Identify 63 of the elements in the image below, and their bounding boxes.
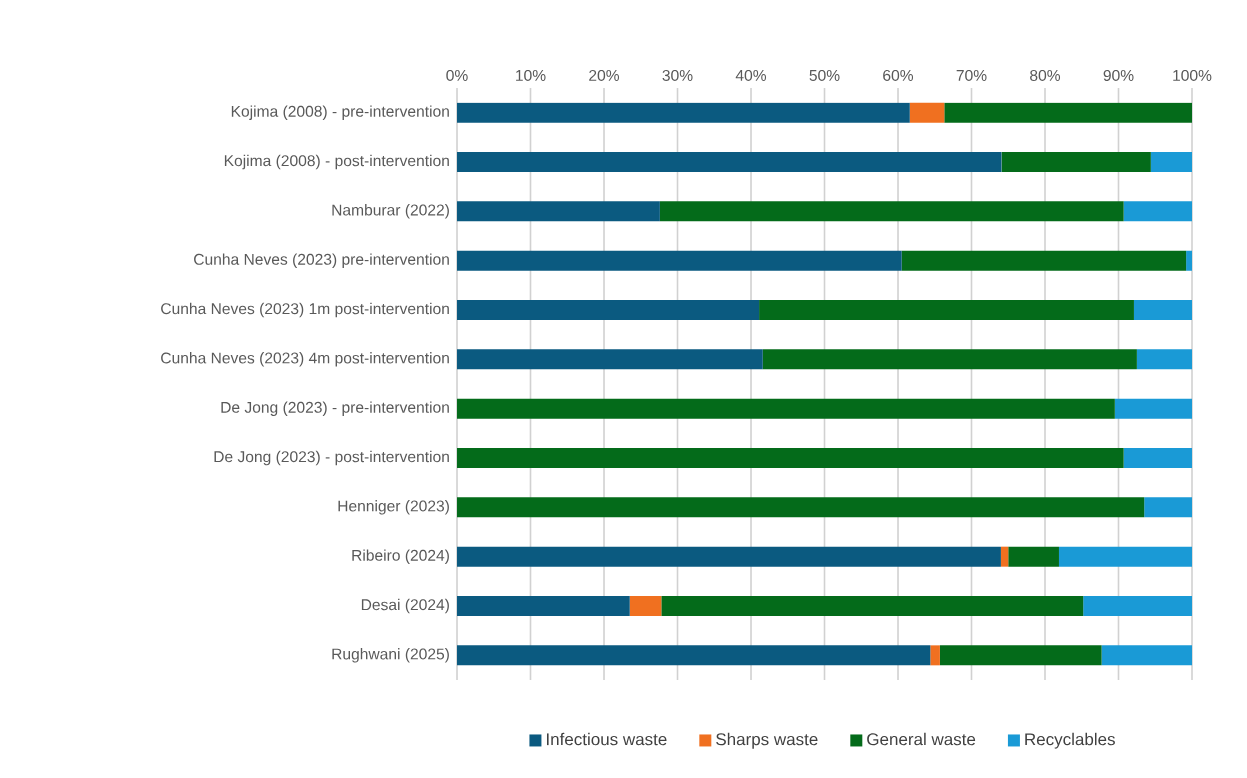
bar xyxy=(1123,201,1192,222)
y-tick-label: De Jong (2023) - post-intervention xyxy=(214,450,449,466)
y-tick-label: Cunha Neves (2023) 4m post-intervention xyxy=(161,352,449,367)
x-tick-label: 40% xyxy=(735,69,767,81)
bar xyxy=(457,349,763,370)
y-tick-label: Namburar (2022) xyxy=(332,204,449,219)
bar xyxy=(944,102,1192,123)
bar xyxy=(457,645,931,666)
x-tick-label: 20% xyxy=(589,69,620,81)
bar xyxy=(457,152,1002,173)
y-tick-label: Desai (2024) xyxy=(361,598,449,614)
bar xyxy=(457,250,902,271)
bar xyxy=(457,546,1001,567)
y-tick-label: Henniger (2023) xyxy=(338,500,449,515)
bar xyxy=(661,596,1084,617)
x-tick-label: 70% xyxy=(956,69,987,81)
x-tick-label: 0% xyxy=(446,69,468,81)
y-tick-label: Cunha Neves (2023) pre-intervention xyxy=(194,253,449,268)
x-tick-label: 100% xyxy=(1173,69,1212,81)
bar xyxy=(457,300,760,321)
bar xyxy=(939,645,1102,666)
bar xyxy=(1008,546,1059,567)
bar xyxy=(457,102,910,123)
x-tick-label: 90% xyxy=(1103,69,1134,81)
bar xyxy=(1114,398,1192,419)
x-tick-label: 30% xyxy=(662,69,693,81)
bar xyxy=(759,300,1134,321)
legend-label: Recyclables xyxy=(1025,732,1115,749)
bar xyxy=(1144,497,1192,518)
bar xyxy=(1133,300,1192,321)
x-tick-label: 10% xyxy=(516,69,546,81)
x-tick-label: 60% xyxy=(883,69,914,81)
bar xyxy=(1001,152,1151,173)
bar xyxy=(457,497,1145,518)
bar xyxy=(1000,546,1009,567)
legend-label: Sharps waste xyxy=(716,732,818,749)
bar xyxy=(457,398,1115,419)
bar xyxy=(762,349,1137,370)
bar xyxy=(909,102,945,123)
bar xyxy=(457,596,630,617)
bar xyxy=(1150,152,1192,173)
x-tick-label: 80% xyxy=(1030,69,1061,81)
legend-label: Infectious waste xyxy=(546,732,667,746)
bar xyxy=(1186,250,1192,271)
x-tick-label: 50% xyxy=(809,69,840,81)
y-tick-label: Rughwani (2025) xyxy=(332,648,449,663)
y-tick-label: Kojima (2008) - pre-intervention xyxy=(231,105,449,120)
y-tick-label: Ribeiro (2024) xyxy=(352,549,449,564)
y-tick-label: Kojima (2008) - post-intervention xyxy=(224,154,449,170)
bar xyxy=(930,645,940,666)
bar xyxy=(901,250,1187,271)
bar xyxy=(629,596,662,617)
bar xyxy=(1123,448,1192,469)
bar xyxy=(1136,349,1192,370)
legend-label: General waste xyxy=(867,732,976,746)
bar xyxy=(457,448,1124,469)
y-tick-label: Cunha Neves (2023) 1m post-intervention xyxy=(161,302,449,318)
bar xyxy=(1058,546,1192,567)
bar xyxy=(1083,596,1192,617)
bar xyxy=(1101,645,1192,666)
bar xyxy=(457,201,660,222)
bar xyxy=(659,201,1124,222)
y-tick-label: De Jong (2023) - pre-intervention xyxy=(221,401,449,416)
